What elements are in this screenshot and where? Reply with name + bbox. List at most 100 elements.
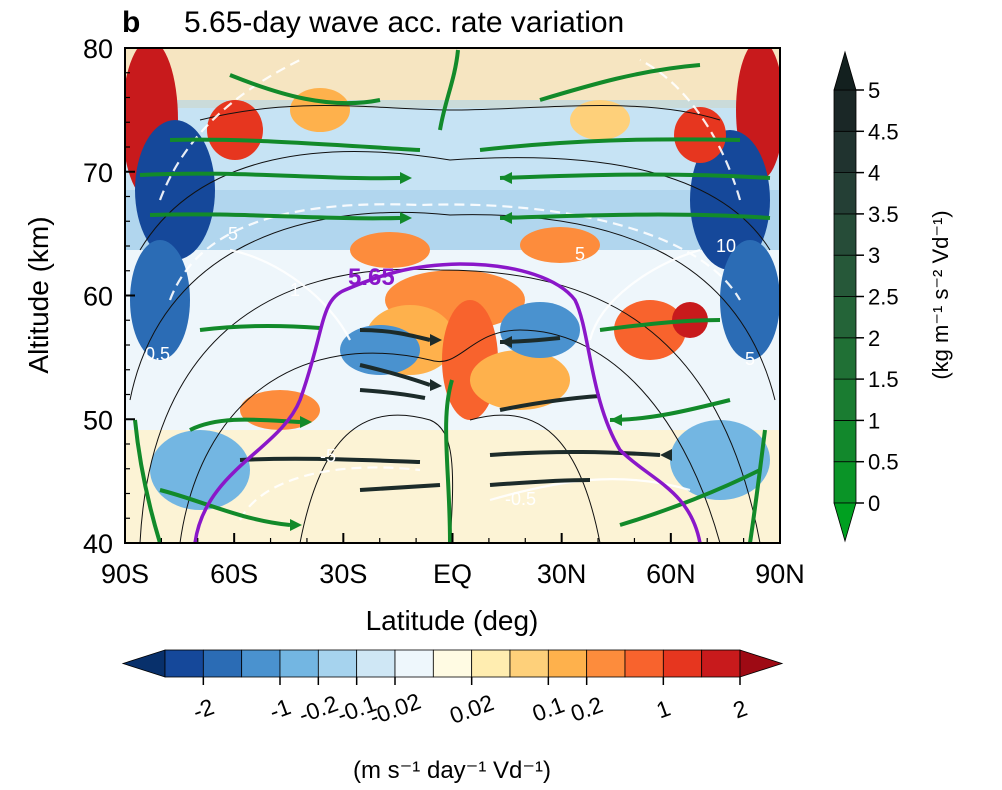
contour-line: [239, 466, 421, 521]
shade-patch: [570, 100, 630, 140]
contour-label: -0.5: [505, 489, 536, 509]
arrowhead: [500, 212, 512, 224]
colorbar-segment: [509, 649, 549, 678]
colorbar-segment: [624, 649, 664, 678]
colorbar-segment: [164, 649, 204, 678]
streamline: [444, 379, 454, 543]
colorbar-segment: [833, 461, 857, 504]
colorbar-tick-label: 0.5: [868, 450, 899, 475]
y-tick-label: 80: [83, 34, 113, 64]
colorbar-tick-label: 2.5: [868, 285, 899, 310]
x-tick-label: 60N: [646, 559, 696, 589]
arrowhead: [430, 379, 442, 391]
shade-patch: [690, 130, 770, 270]
shade-patch: [125, 190, 780, 250]
colorbar-tick-label: 0.2: [567, 691, 606, 726]
vector-colorbar: 0 0.5 1 1.5 2 2.5 3 3.5 4 4.5 5: [833, 50, 899, 543]
colorbar-segment: [833, 213, 857, 256]
chart-title: 5.65-day wave acc. rate variation: [184, 6, 624, 39]
colorbar-tick-label: 1: [653, 695, 674, 724]
colorbar-segment: [833, 89, 857, 132]
contour-labels: 5.65 5 5 10 -5 -0.5 0.5 1 5: [145, 224, 755, 509]
arrowhead: [400, 212, 412, 224]
shading-colorbar: -2 -1 -0.2-0.1-0.02 0.02 0.1 0.2 1 2: [121, 649, 784, 730]
critical-line: [193, 262, 702, 543]
shade-patch: [470, 350, 570, 410]
contour-label: -5: [320, 446, 336, 466]
contour-label: 5: [228, 224, 238, 244]
colorbar-tick-label: 3.5: [868, 202, 899, 227]
arrowhead: [500, 336, 512, 348]
contour-line: [588, 248, 701, 341]
shade-patch: [340, 325, 420, 375]
colorbar-top-arrow: [833, 50, 857, 91]
contour-line: [129, 212, 776, 401]
arrowhead: [610, 414, 622, 426]
streamline: [229, 73, 381, 106]
colorbar-segment: [833, 254, 857, 297]
colorbar-tick-label: 2: [730, 695, 751, 724]
x-tick-label: 30S: [319, 559, 367, 589]
colorbar-segment: [833, 172, 857, 215]
colorbar-segment: [279, 649, 319, 678]
colorbar-segment: [317, 649, 358, 678]
streamline: [599, 318, 721, 332]
x-tick-label: EQ: [433, 559, 472, 589]
shade-patch: [520, 227, 600, 263]
x-tick-label: 90N: [755, 559, 805, 589]
streamline: [499, 172, 771, 180]
colorbar-segment: [586, 649, 626, 678]
streamline: [499, 212, 771, 220]
critical-line-label: 5.65: [348, 264, 395, 291]
arrowhead: [290, 519, 302, 531]
streamline: [139, 171, 401, 181]
colorbar-tick-label: -0.2: [295, 690, 341, 728]
arrowhead: [430, 334, 442, 346]
streamline: [479, 137, 741, 152]
colorbar-segment: [833, 296, 857, 339]
colorbar-tick-label: 2: [868, 326, 880, 351]
plot-area: [125, 48, 780, 543]
streamline: [489, 449, 661, 457]
x-axis: 90S 60S 30S EQ 30N 60N 90N: [101, 533, 805, 589]
dark-streamlines: [239, 328, 661, 492]
colorbar-segment: [833, 130, 857, 174]
colorbar-tick-label: -2: [189, 693, 217, 724]
arrowhead: [300, 416, 312, 428]
streamline: [239, 456, 421, 464]
bottom-colorbar-unit: (m s⁻¹ day⁻¹ Vd⁻¹): [353, 757, 551, 784]
colorbar-tick-label: -1: [266, 693, 294, 724]
streamline: [619, 468, 761, 527]
x-tick-label: 90S: [101, 559, 149, 589]
colorbar-tick-label: 1.5: [868, 367, 899, 392]
arrowhead: [500, 172, 512, 184]
contour-label: 10: [716, 236, 736, 256]
colorbar-tick-label: 0.1: [529, 691, 568, 726]
streamline: [489, 478, 591, 487]
y-axis: 40 50 60 70 80: [83, 34, 135, 559]
streamline: [359, 388, 426, 400]
y-axis-label: Altitude (km): [23, 216, 54, 373]
colorbar-segment: [701, 649, 741, 678]
colorbar-tick-label: 5: [868, 78, 880, 103]
contour-label: 5: [745, 349, 755, 369]
shade-patch: [290, 88, 350, 132]
y-tick-label: 40: [83, 529, 113, 559]
colorbar-segment: [833, 337, 857, 380]
contour-line: [168, 203, 741, 301]
shade-patch: [500, 302, 580, 358]
colorbar-tick-label: 4: [868, 161, 880, 186]
contour-line: [229, 248, 351, 341]
streamline: [609, 398, 731, 422]
x-tick-label: 60S: [210, 559, 258, 589]
colorbar-tick-label: 1: [868, 408, 880, 433]
y-tick-label: 50: [83, 405, 113, 435]
colorbar-right-arrow: [739, 649, 784, 678]
colorbar-left-arrow: [121, 649, 166, 678]
colorbar-segment: [394, 649, 434, 678]
shade-patch: [130, 240, 190, 360]
x-tick-label: 30N: [537, 559, 587, 589]
arrowhead: [660, 449, 672, 461]
colorbar-tick-label: 0.02: [446, 689, 497, 729]
